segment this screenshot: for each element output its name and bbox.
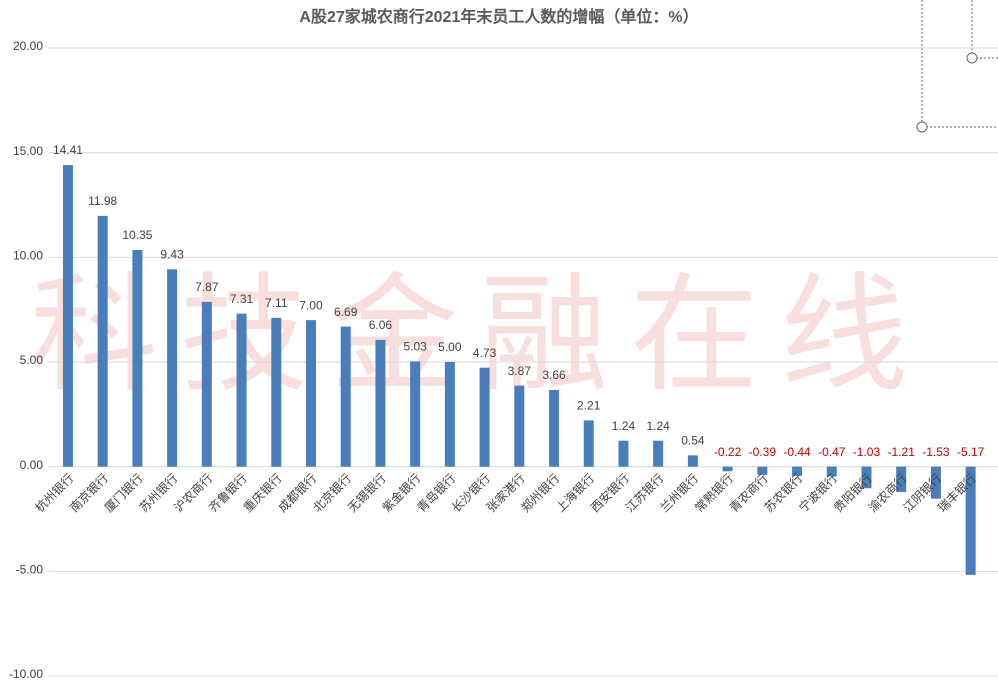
bar <box>549 390 560 467</box>
bar <box>410 361 421 467</box>
value-label: 1.24 <box>646 419 670 433</box>
value-label: 14.41 <box>53 143 83 157</box>
value-label: -5.17 <box>957 445 985 459</box>
value-label: -0.39 <box>749 445 777 459</box>
value-label: 9.43 <box>160 247 184 261</box>
y-tick-label: 10.00 <box>13 249 43 263</box>
bar <box>444 362 455 467</box>
bar <box>167 269 178 467</box>
value-label: 5.00 <box>438 340 462 354</box>
value-label: 7.11 <box>265 296 288 310</box>
y-tick-label: -5.00 <box>16 563 44 577</box>
value-label: 0.54 <box>681 434 705 448</box>
y-tick-label: 15.00 <box>13 144 43 158</box>
value-label: 6.69 <box>334 305 358 319</box>
value-label: 7.00 <box>299 298 323 312</box>
bar <box>722 466 733 472</box>
bar <box>62 165 73 467</box>
bar <box>479 367 490 467</box>
bar <box>97 215 108 467</box>
value-label: -0.47 <box>818 445 846 459</box>
bar <box>514 385 525 467</box>
bar <box>687 455 698 467</box>
bar <box>792 466 803 476</box>
bar <box>236 313 247 467</box>
y-tick-label: 0.00 <box>20 458 44 472</box>
value-label: 11.98 <box>88 194 117 208</box>
value-label: 6.06 <box>369 318 393 332</box>
value-label: -1.53 <box>922 445 950 459</box>
value-label: 3.87 <box>508 364 532 378</box>
value-label: -0.22 <box>714 445 742 459</box>
bar <box>618 440 629 467</box>
value-label: 2.21 <box>577 399 601 413</box>
value-label: 3.66 <box>542 368 566 382</box>
decoration <box>916 0 998 133</box>
value-label: 10.35 <box>122 228 152 242</box>
bar <box>340 326 351 467</box>
chart-title: A股27家城农商行2021年末员工人数的增幅（单位：%） <box>299 7 698 26</box>
bar <box>930 466 941 499</box>
value-label: 7.31 <box>230 292 254 306</box>
y-tick-label: -10.00 <box>9 667 43 681</box>
value-label: 5.03 <box>403 340 427 354</box>
value-label: 4.73 <box>473 346 497 360</box>
value-label: -1.21 <box>888 445 916 459</box>
value-label: 7.87 <box>195 280 219 294</box>
bar <box>965 466 976 575</box>
bar <box>375 339 386 467</box>
bar <box>583 420 594 467</box>
bar <box>757 466 768 475</box>
value-label: -1.03 <box>853 445 881 459</box>
bar <box>201 301 212 467</box>
bar <box>861 466 872 489</box>
y-tick-label: 20.00 <box>13 39 43 53</box>
y-tick-label: 5.00 <box>20 353 44 367</box>
bar <box>305 320 316 467</box>
bar <box>653 440 664 467</box>
value-label: -0.44 <box>783 445 811 459</box>
value-label: 1.24 <box>612 419 636 433</box>
bar <box>132 250 143 467</box>
bar <box>826 466 837 477</box>
bar <box>271 317 282 467</box>
bar <box>896 466 907 492</box>
